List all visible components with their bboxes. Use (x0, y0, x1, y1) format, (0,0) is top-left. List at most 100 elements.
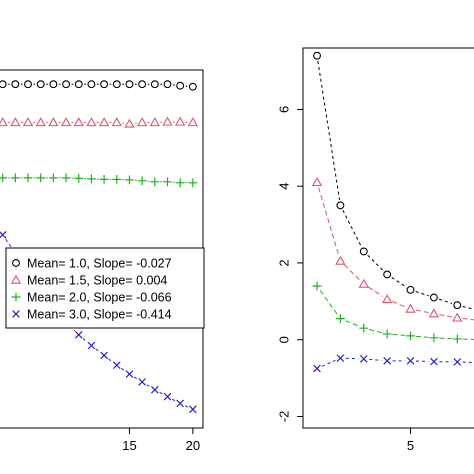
series-triangle (311, 177, 474, 322)
data-point (125, 370, 134, 378)
series-line (317, 61, 474, 310)
data-point (125, 80, 134, 89)
data-point (22, 117, 34, 127)
legend-label: Mean= 2.0, Slope= -0.066 (27, 291, 172, 305)
data-point (429, 293, 438, 302)
data-point (99, 174, 109, 184)
legend-label: Mean= 3.0, Slope= -0.414 (27, 308, 172, 322)
data-point (74, 173, 84, 183)
data-point (313, 51, 321, 60)
data-point (187, 117, 199, 127)
y-tick-label: 4 (276, 183, 291, 190)
series-line (318, 187, 474, 321)
data-point (74, 80, 83, 89)
data-point (175, 116, 186, 126)
data-point (163, 80, 172, 89)
data-point (73, 117, 84, 127)
right-chart-panel: 5 -2 0 2 4 6 (276, 47, 474, 453)
data-point (405, 303, 416, 313)
data-point (358, 278, 369, 288)
data-point (150, 385, 159, 394)
data-point (35, 117, 46, 127)
data-point (112, 174, 122, 184)
series-line (8, 83, 188, 87)
series-line (321, 357, 474, 367)
data-point (112, 361, 121, 370)
data-point (311, 177, 323, 187)
legend-label: Mean= 1.5, Slope= 0.004 (27, 274, 167, 288)
data-point (452, 312, 463, 322)
series-plus (312, 281, 474, 344)
data-point (24, 80, 32, 89)
data-point (149, 117, 160, 127)
data-point (138, 378, 146, 386)
data-point (36, 80, 45, 89)
x-tick-label: 15 (122, 438, 136, 453)
data-point (335, 255, 346, 265)
data-point (336, 354, 345, 362)
legend-entry: Mean= 1.5, Slope= 0.004 (10, 274, 167, 288)
data-point (11, 80, 20, 89)
plot-frame (302, 47, 474, 429)
legend-marker (10, 274, 22, 284)
data-point (62, 80, 71, 89)
data-point (406, 357, 415, 365)
data-point (188, 82, 197, 91)
legend-box (5, 247, 205, 329)
data-point (163, 177, 172, 187)
data-point (382, 329, 392, 339)
legend-label: Mean= 1.0, Slope= -0.027 (27, 257, 172, 271)
data-point (188, 178, 198, 188)
data-point (359, 323, 369, 333)
data-point (10, 117, 21, 127)
data-point (125, 175, 134, 185)
data-point (453, 301, 462, 310)
data-point (175, 178, 185, 188)
legend-marker (12, 259, 20, 267)
data-point (189, 405, 197, 414)
data-point (313, 364, 321, 373)
data-point (406, 285, 415, 294)
data-point (0, 230, 7, 239)
data-point (0, 173, 8, 183)
data-point (61, 173, 71, 183)
data-point (23, 173, 33, 183)
data-point (359, 355, 368, 363)
data-point (336, 201, 345, 210)
legend-entry: Mean= 2.0, Slope= -0.066 (11, 291, 172, 305)
data-point (150, 177, 160, 187)
data-point (87, 341, 96, 350)
y-tick-label: 6 (276, 106, 291, 113)
data-point (98, 117, 110, 127)
y-tick-label: 2 (276, 259, 291, 266)
series-line (8, 121, 188, 124)
data-point (406, 331, 415, 341)
data-point (336, 314, 345, 324)
data-point (176, 81, 185, 90)
data-point (453, 358, 462, 366)
data-point (428, 308, 440, 318)
data-point (359, 247, 368, 256)
data-point (100, 80, 109, 89)
data-point (87, 174, 96, 184)
y-tick-label: -2 (276, 411, 291, 423)
data-point (60, 117, 72, 127)
series-circle (0, 80, 197, 91)
data-point (176, 399, 185, 408)
data-point (162, 116, 173, 126)
y-tick-label: 0 (276, 336, 291, 343)
data-point (87, 80, 96, 89)
data-point (100, 351, 108, 360)
legend-entry: Mean= 1.0, Slope= -0.027 (12, 257, 172, 271)
series-circle (313, 51, 474, 310)
left-chart-panel: 15 20 (0, 69, 204, 453)
legend-marker (12, 310, 20, 318)
data-point (452, 334, 462, 344)
data-point (0, 80, 7, 89)
legend: Mean= 1.0, Slope= -0.027 Mean= 1.5, Slope… (5, 247, 205, 329)
data-point (0, 117, 8, 127)
data-point (112, 80, 121, 89)
data-point (383, 270, 392, 279)
data-point (163, 392, 172, 401)
